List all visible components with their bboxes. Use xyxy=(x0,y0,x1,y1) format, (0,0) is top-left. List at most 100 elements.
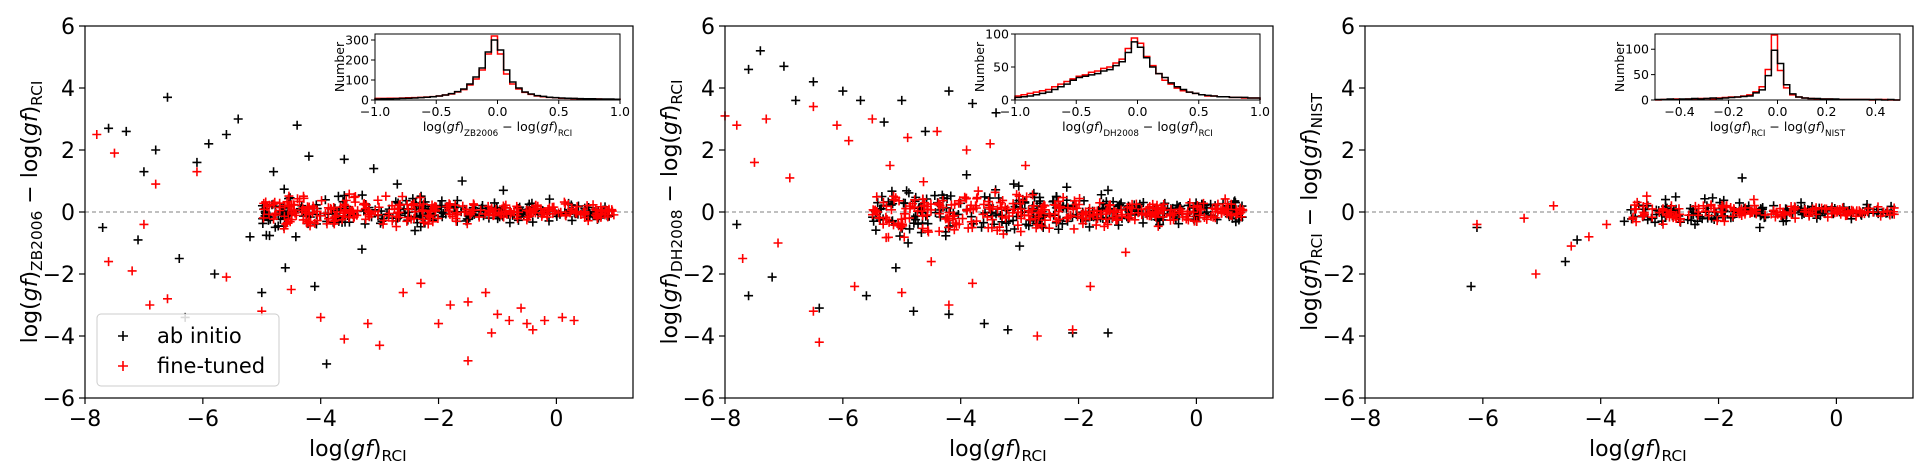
point-fine_tuned xyxy=(938,196,948,206)
point-fine_tuned xyxy=(353,206,363,216)
point-fine_tuned xyxy=(885,161,895,170)
point-fine_tuned xyxy=(1068,325,1078,335)
point-fine_tuned xyxy=(1063,203,1073,213)
point-fine_tuned xyxy=(878,219,888,229)
point-fine_tuned xyxy=(987,215,997,225)
point-ab_initio xyxy=(808,77,818,87)
y-tick-label: −2 xyxy=(43,263,75,288)
point-ab_initio xyxy=(1009,179,1019,189)
point-fine_tuned xyxy=(1199,213,1209,223)
point-ab_initio xyxy=(1734,198,1744,208)
point-fine_tuned xyxy=(1175,204,1185,214)
point-fine_tuned xyxy=(512,201,522,211)
point-fine_tuned xyxy=(1684,210,1694,220)
point-fine_tuned xyxy=(1638,211,1648,221)
y-tick-label: 6 xyxy=(701,15,715,40)
legend: ab initio fine-tuned xyxy=(96,313,280,387)
point-fine_tuned xyxy=(1857,208,1867,218)
point-fine_tuned xyxy=(283,214,293,224)
x-tick-label: −4 xyxy=(304,407,336,432)
x-tick-label: −2 xyxy=(422,407,454,432)
point-fine_tuned xyxy=(967,223,977,233)
point-fine_tuned xyxy=(1849,208,1859,218)
point-fine_tuned xyxy=(348,213,358,223)
y-tick-label: 2 xyxy=(61,139,75,164)
point-ab_initio xyxy=(233,114,243,124)
point-ab_initio xyxy=(945,221,955,231)
point-fine_tuned xyxy=(1665,209,1675,219)
point-ab_initio xyxy=(1114,220,1124,230)
point-fine_tuned xyxy=(972,194,982,204)
point-fine_tuned xyxy=(275,205,285,215)
point-fine_tuned xyxy=(918,194,928,204)
y-tick-label: 2 xyxy=(701,139,715,164)
point-fine_tuned xyxy=(1775,204,1785,213)
point-fine_tuned xyxy=(1051,200,1061,210)
point-fine_tuned xyxy=(1531,269,1541,279)
point-fine_tuned xyxy=(1091,220,1101,230)
point-fine_tuned xyxy=(1717,203,1727,213)
point-ab_initio xyxy=(498,185,508,195)
point-fine_tuned xyxy=(1113,215,1123,225)
point-fine_tuned xyxy=(1207,203,1217,213)
point-fine_tuned xyxy=(1116,205,1126,215)
point-fine_tuned xyxy=(487,328,497,338)
point-fine_tuned xyxy=(1183,215,1193,225)
histogram-ab_initio xyxy=(1654,49,1900,101)
point-fine_tuned xyxy=(506,208,516,218)
point-fine_tuned xyxy=(982,212,992,222)
point-fine_tuned xyxy=(316,312,326,322)
point-fine_tuned xyxy=(918,211,928,221)
labels-nist: log(gf)RCI log(gf)RCI − log(gf)NIST xyxy=(1298,93,1687,463)
point-ab_initio xyxy=(1114,201,1124,211)
inset-y-tick-label: 100 xyxy=(985,27,1009,42)
point-ab_initio xyxy=(1103,185,1113,195)
point-fine_tuned xyxy=(416,278,426,288)
point-fine_tuned xyxy=(844,136,854,146)
point-fine_tuned xyxy=(445,300,455,310)
point-ab_initio xyxy=(953,209,963,219)
point-fine_tuned xyxy=(320,208,330,218)
point-fine_tuned xyxy=(1034,212,1044,222)
point-ab_initio xyxy=(392,179,402,189)
point-fine_tuned xyxy=(1519,213,1529,223)
point-ab_initio xyxy=(1160,198,1170,208)
point-ab_initio xyxy=(1096,190,1106,200)
point-fine_tuned xyxy=(92,130,102,139)
point-fine_tuned xyxy=(926,257,936,267)
point-ab_initio xyxy=(567,215,577,225)
point-ab_initio xyxy=(991,209,1001,219)
point-ab_initio xyxy=(139,167,149,177)
point-fine_tuned xyxy=(1631,204,1641,214)
y-tick-label: −6 xyxy=(43,387,75,412)
point-fine_tuned xyxy=(984,202,994,212)
point-fine_tuned xyxy=(569,316,579,325)
point-fine_tuned xyxy=(872,192,882,202)
inset-dh2008: −1.0 −0.5 0.0 0.5 1.0 0 50 100 log(gf)DH2008 − l… xyxy=(972,27,1270,140)
y-tick-label: 2 xyxy=(1341,139,1355,164)
inset-y-tick-label: 50 xyxy=(993,60,1009,75)
point-fine_tuned xyxy=(944,216,954,226)
point-fine_tuned xyxy=(1122,202,1132,212)
point-ab_initio xyxy=(920,126,930,136)
point-fine_tuned xyxy=(749,157,759,167)
point-fine_tuned xyxy=(492,309,502,319)
point-fine_tuned xyxy=(997,203,1007,213)
point-ab_initio xyxy=(174,254,184,263)
point-ab_initio xyxy=(791,95,801,105)
point-fine_tuned xyxy=(592,208,602,218)
histogram-ab_initio xyxy=(374,39,621,100)
point-fine_tuned xyxy=(292,194,302,204)
point-ab_initio xyxy=(357,244,367,254)
point-fine_tuned xyxy=(1632,197,1642,207)
point-fine_tuned xyxy=(500,203,510,213)
point-fine_tuned xyxy=(463,356,473,366)
point-fine_tuned xyxy=(1790,204,1800,214)
point-ab_initio xyxy=(732,219,742,229)
point-fine_tuned xyxy=(540,316,550,325)
point-fine_tuned xyxy=(549,202,559,212)
point-fine_tuned xyxy=(899,232,909,242)
point-fine_tuned xyxy=(1584,232,1594,242)
point-ab_initio xyxy=(995,210,1005,220)
point-fine_tuned xyxy=(496,209,506,219)
